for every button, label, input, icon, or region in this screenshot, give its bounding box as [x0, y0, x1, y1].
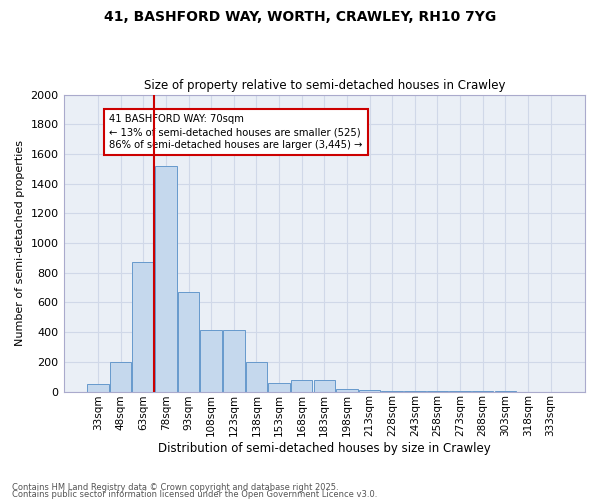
Bar	[245, 362, 267, 392]
Bar	[200, 330, 222, 392]
Bar	[110, 362, 131, 392]
Bar	[359, 390, 380, 392]
Bar	[87, 384, 109, 392]
Bar	[382, 391, 403, 392]
Text: Contains HM Land Registry data © Crown copyright and database right 2025.: Contains HM Land Registry data © Crown c…	[12, 484, 338, 492]
Bar	[291, 380, 313, 392]
Y-axis label: Number of semi-detached properties: Number of semi-detached properties	[15, 140, 25, 346]
Bar	[314, 380, 335, 392]
Text: 41 BASHFORD WAY: 70sqm
← 13% of semi-detached houses are smaller (525)
86% of se: 41 BASHFORD WAY: 70sqm ← 13% of semi-det…	[109, 114, 362, 150]
Text: 41, BASHFORD WAY, WORTH, CRAWLEY, RH10 7YG: 41, BASHFORD WAY, WORTH, CRAWLEY, RH10 7…	[104, 10, 496, 24]
Bar	[178, 292, 199, 392]
Bar	[336, 388, 358, 392]
Bar	[223, 330, 245, 392]
Title: Size of property relative to semi-detached houses in Crawley: Size of property relative to semi-detach…	[143, 79, 505, 92]
Bar	[268, 384, 290, 392]
Bar	[133, 262, 154, 392]
X-axis label: Distribution of semi-detached houses by size in Crawley: Distribution of semi-detached houses by …	[158, 442, 491, 455]
Bar	[155, 166, 176, 392]
Text: Contains public sector information licensed under the Open Government Licence v3: Contains public sector information licen…	[12, 490, 377, 499]
